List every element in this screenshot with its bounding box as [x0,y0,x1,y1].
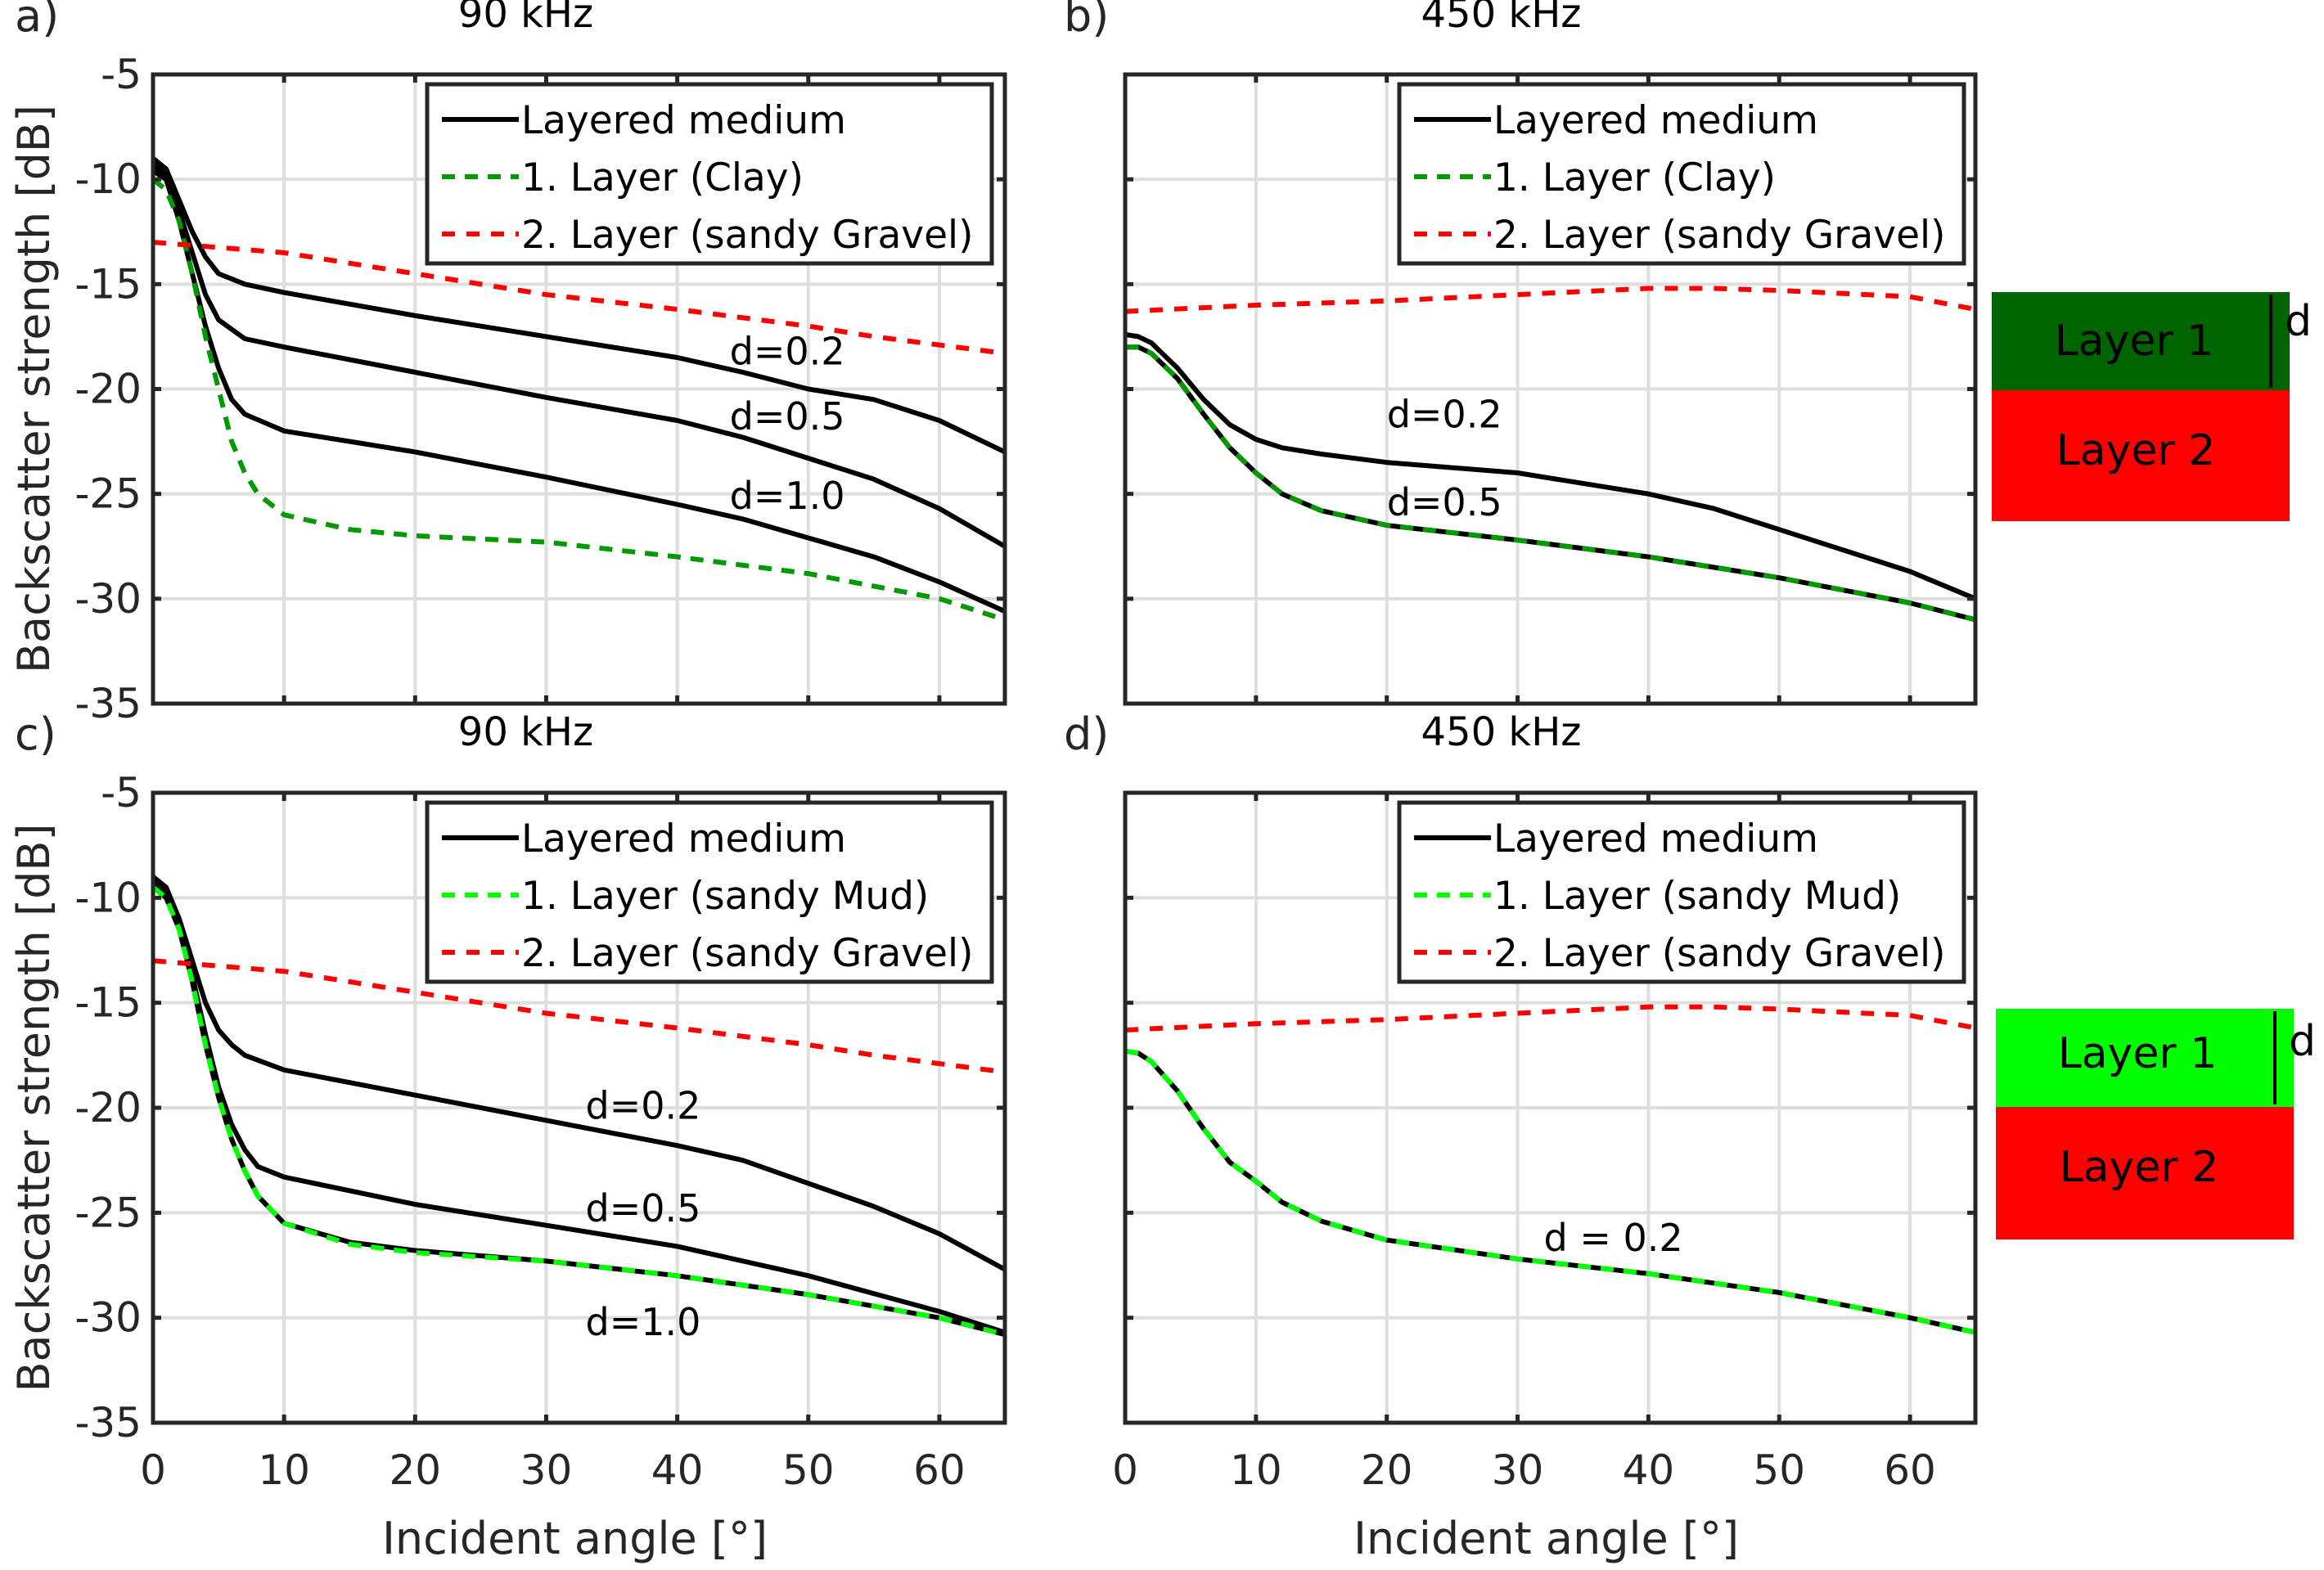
x-tick-label: 10 [1230,1446,1282,1494]
panel-label: b) [1064,0,1109,42]
legend-box [425,82,994,266]
y-tick-label: -20 [74,1084,142,1131]
y-axis-label: Backscatter strength [dB] [8,823,60,1392]
legend-entry: 1. Layer (sandy Mud) [1493,874,1901,919]
legend-entry: 1. Layer (sandy Mud) [521,874,929,919]
series-line-gravel [1124,286,1976,314]
series-line-layered [1124,331,1977,601]
legend: Layered medium 1. Layer (Clay) 2. Layer (s… [425,82,994,266]
curve-annotation: d=0.5 [586,1186,701,1230]
y-tick-label: -35 [74,680,142,727]
series-line-layered [151,156,1007,455]
layer2-label: Layer 2 [2056,426,2216,475]
chart-title: 90 kHz [458,0,593,37]
layer-schematic-top: Layer 1 Layer 2 d [1992,292,2312,521]
y-tick-label: -25 [74,470,142,518]
y-tick-label: -15 [74,260,142,308]
y-tick-label: -10 [74,874,142,921]
x-tick-label: 50 [1753,1446,1805,1494]
series-line-layered [151,169,1007,614]
layer-schematic-bottom: Layer 1 Layer 2 d [1996,1009,2316,1239]
legend-entry: 2. Layer (sandy Gravel) [1493,931,1945,976]
series-line-clay [151,177,1006,623]
panel-label: c) [15,709,56,760]
layer1-label: Layer 1 [2055,317,2214,366]
y-tick-label: -10 [74,155,142,203]
series-line-layered [1125,344,1976,623]
y-tick-label: -5 [101,769,142,816]
curve-annotation: d=0.2 [730,329,845,373]
y-tick-label: -35 [74,1399,142,1446]
x-tick-label: 10 [258,1446,310,1494]
legend-entry: Layered medium [521,816,846,861]
x-tick-label: 20 [389,1446,441,1494]
layer2-label: Layer 2 [2060,1143,2219,1192]
thickness-label: d [2289,1017,2316,1066]
x-tick-label: 30 [1492,1446,1544,1494]
legend-entry: 2. Layer (sandy Gravel) [521,931,973,976]
chart-title: 90 kHz [458,709,593,755]
chart-panel-b: b) 450 kHz d=0.2 d=0.5 Layered medium 1. Laye… [1064,0,1978,706]
layer1-label: Layer 1 [2058,1029,2218,1078]
y-tick-label: -5 [101,51,142,98]
legend: Layered medium 1. Layer (sandy Mud) 2. Lay… [425,800,994,984]
x-tick-label: 30 [520,1446,573,1494]
legend-entry: Layered medium [1493,816,1818,861]
y-tick-label: -30 [74,575,142,623]
y-tick-label: -30 [74,1294,142,1342]
chart-title: 450 kHz [1421,709,1582,755]
legend-box [1397,800,1966,984]
x-tick-label: 20 [1361,1446,1413,1494]
series-line-layered [151,875,1007,1272]
x-tick-label: 60 [913,1446,966,1494]
series-line-mud [151,885,1006,1338]
legend-box [425,800,994,984]
x-tick-label: 40 [651,1446,704,1494]
series-line-gravel [152,240,1006,356]
legend-entry: Layered medium [521,98,846,143]
series-line-gravel [1124,1004,1976,1032]
y-tick-label: -20 [74,366,142,413]
series-line-layered [1124,1048,1976,1335]
series-line-layered [151,162,1007,549]
panel-label: d) [1064,709,1109,760]
layer2-block [1996,1107,2294,1239]
legend: Layered medium 1. Layer (Clay) 2. Layer (s… [1397,82,1966,266]
curve-annotation: d=0.5 [1387,480,1502,524]
chart-panel-c: 0 10 20 30 40 50 60 -5 -10 -15 -20 -25 -30 -35 c) 90 kH… [8,709,1007,1564]
y-tick-label: -25 [74,1189,142,1236]
y-tick-label: -15 [74,979,142,1027]
layer1-block [1996,1009,2294,1107]
x-tick-label: 0 [1112,1446,1138,1494]
chart-panel-d: 0 10 20 30 40 50 60 d) 450 kHz Incident angle [°]… [1064,709,1978,1564]
x-tick-label: 40 [1623,1446,1675,1494]
thickness-label: d [2285,297,2312,346]
curve-annotation: d=0.5 [730,394,845,439]
curve-annotation: d=0.2 [1387,392,1502,436]
x-tick-label: 50 [782,1446,835,1494]
legend-entry: Layered medium [1493,98,1818,143]
chart-panel-a: -5 -10 -15 -20 -25 -30 -35 a) 90 kHz Backscatter … [8,0,1007,727]
curve-annotation: d=0.2 [586,1083,701,1127]
curve-annotation: d=1.0 [586,1300,701,1344]
legend-box [1397,82,1966,266]
layer1-block [1992,292,2290,390]
chart-title: 450 kHz [1421,0,1582,37]
x-tick-label: 0 [140,1446,166,1494]
legend: Layered medium 1. Layer (sandy Mud) 2. Lay… [1397,800,1966,984]
x-tick-label: 60 [1884,1446,1936,1494]
legend-entry: 1. Layer (Clay) [521,155,804,200]
x-axis-label: Incident angle [°] [1353,1513,1739,1564]
layer2-block [1992,390,2290,521]
legend-entry: 2. Layer (sandy Gravel) [521,213,973,258]
panel-label: a) [15,0,59,42]
series-line-gravel [152,958,1006,1075]
legend-entry: 1. Layer (Clay) [1493,155,1776,200]
curve-annotation: d=1.0 [730,474,845,518]
x-axis-label: Incident angle [°] [382,1513,768,1564]
legend-entry: 2. Layer (sandy Gravel) [1493,213,1945,258]
curve-annotation: d = 0.2 [1544,1216,1683,1260]
y-axis-label: Backscatter strength [dB] [8,105,60,673]
